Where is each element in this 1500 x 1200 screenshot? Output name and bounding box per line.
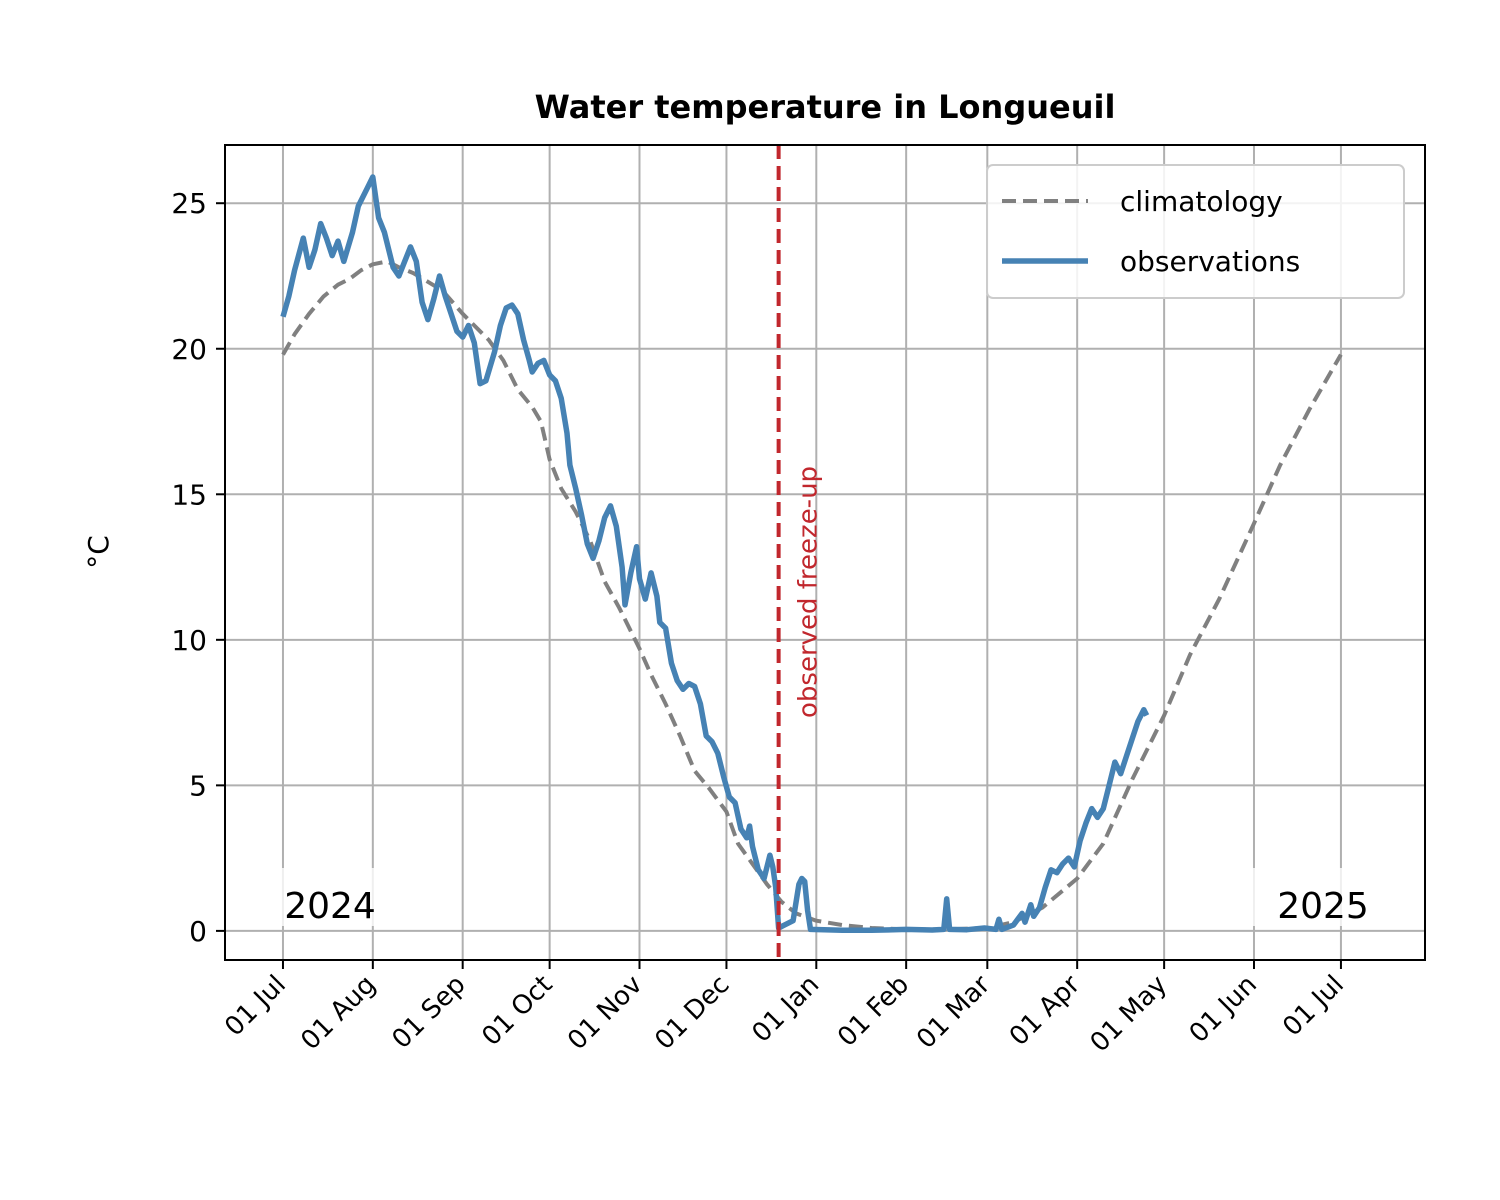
legend-label-observations: observations	[1120, 245, 1300, 278]
freeze-up-label: observed freeze-up	[794, 466, 824, 718]
series-lines	[280, 174, 1343, 934]
y-tick-label: 25	[171, 187, 207, 220]
y-tick-label: 10	[171, 624, 207, 657]
y-axis-label: °C	[82, 535, 115, 569]
chart-title: Water temperature in Longueuil	[535, 88, 1116, 126]
legend: climatology observations	[986, 164, 1405, 299]
y-ticks: 0 5 10 15 20 25	[171, 187, 225, 948]
year-label-start: 2024	[284, 886, 376, 927]
year-label-box	[250, 868, 410, 926]
legend-label-climatology: climatology	[1120, 185, 1283, 218]
y-tick-label: 15	[171, 478, 207, 511]
y-tick-label: 0	[189, 915, 207, 948]
legend-box	[986, 164, 1405, 299]
plot-frame	[224, 144, 1426, 961]
y-tick-label: 20	[171, 333, 207, 366]
y-tick-label: 5	[189, 769, 207, 802]
annotations: observed freeze-up 2024 2025	[250, 145, 1403, 960]
year-label-box	[1243, 868, 1403, 926]
year-label-end: 2025	[1277, 886, 1369, 927]
series-line-observations	[280, 174, 1150, 934]
